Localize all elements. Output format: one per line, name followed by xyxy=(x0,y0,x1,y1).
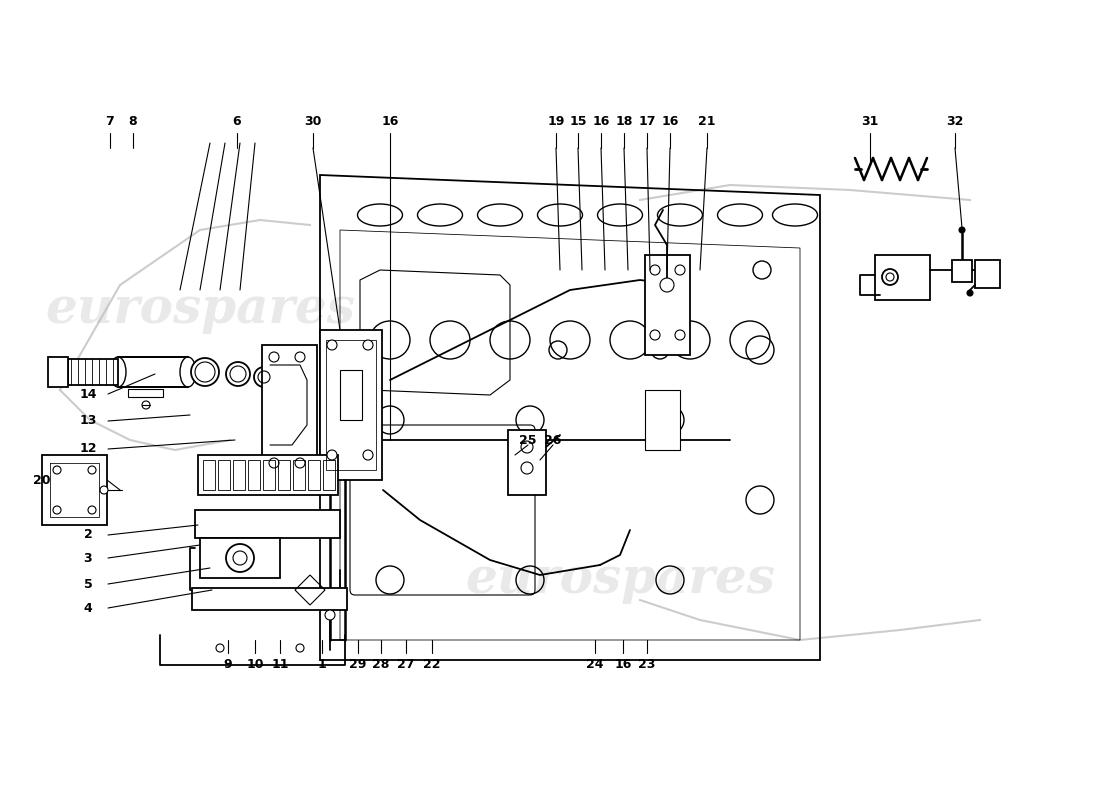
Bar xyxy=(320,330,382,480)
Bar xyxy=(645,390,680,450)
Circle shape xyxy=(675,265,685,275)
Text: 8: 8 xyxy=(129,115,138,128)
Bar xyxy=(233,460,245,490)
Text: 15: 15 xyxy=(570,115,586,128)
Ellipse shape xyxy=(254,367,274,387)
Bar xyxy=(263,460,275,490)
Text: 21: 21 xyxy=(698,115,716,128)
Text: 11: 11 xyxy=(272,658,288,671)
Circle shape xyxy=(270,352,279,362)
Bar xyxy=(42,455,107,525)
Bar xyxy=(278,460,290,490)
Circle shape xyxy=(327,450,337,460)
Text: 17: 17 xyxy=(638,115,656,128)
Text: 13: 13 xyxy=(79,414,97,427)
Circle shape xyxy=(363,450,373,460)
Bar xyxy=(975,260,1000,288)
Circle shape xyxy=(521,441,534,453)
Text: 23: 23 xyxy=(638,658,656,671)
Bar xyxy=(204,460,214,490)
Bar xyxy=(326,340,376,470)
Bar xyxy=(262,345,317,480)
Text: 20: 20 xyxy=(33,474,51,486)
Bar xyxy=(308,460,320,490)
Circle shape xyxy=(216,644,224,652)
Bar xyxy=(508,430,546,495)
Bar xyxy=(48,357,68,387)
Ellipse shape xyxy=(226,362,250,386)
Bar xyxy=(218,460,230,490)
Circle shape xyxy=(100,486,108,494)
Text: 16: 16 xyxy=(661,115,679,128)
Circle shape xyxy=(363,340,373,350)
Text: 27: 27 xyxy=(397,658,415,671)
Text: 12: 12 xyxy=(79,442,97,455)
Text: 29: 29 xyxy=(350,658,366,671)
Bar xyxy=(198,455,338,495)
Text: 9: 9 xyxy=(223,658,232,671)
Circle shape xyxy=(270,458,279,468)
Circle shape xyxy=(295,352,305,362)
Circle shape xyxy=(295,458,305,468)
Circle shape xyxy=(521,462,534,474)
Circle shape xyxy=(226,544,254,572)
Text: 5: 5 xyxy=(84,578,92,590)
Text: eurospares: eurospares xyxy=(465,555,774,605)
Bar xyxy=(323,460,336,490)
Text: eurospares: eurospares xyxy=(45,286,355,334)
Text: 22: 22 xyxy=(424,658,441,671)
Bar xyxy=(200,538,280,578)
Text: 7: 7 xyxy=(106,115,114,128)
Text: 24: 24 xyxy=(586,658,604,671)
Circle shape xyxy=(959,227,965,233)
Circle shape xyxy=(882,269,898,285)
Text: 31: 31 xyxy=(861,115,879,128)
Circle shape xyxy=(650,330,660,340)
Bar xyxy=(293,460,305,490)
Text: 16: 16 xyxy=(614,658,631,671)
Bar xyxy=(874,255,929,300)
Ellipse shape xyxy=(191,358,219,386)
Circle shape xyxy=(142,401,150,409)
Text: 6: 6 xyxy=(233,115,241,128)
Circle shape xyxy=(327,340,337,350)
Circle shape xyxy=(650,265,660,275)
Circle shape xyxy=(88,506,96,514)
Circle shape xyxy=(324,610,336,620)
Circle shape xyxy=(53,506,60,514)
Bar xyxy=(128,389,163,397)
Text: 26: 26 xyxy=(544,434,562,446)
Ellipse shape xyxy=(180,357,196,387)
Bar xyxy=(118,357,188,387)
Bar xyxy=(952,260,972,282)
Text: 4: 4 xyxy=(84,602,92,614)
Text: 16: 16 xyxy=(592,115,609,128)
Text: 14: 14 xyxy=(79,387,97,401)
Bar xyxy=(68,359,118,385)
Text: 10: 10 xyxy=(246,658,264,671)
Text: 3: 3 xyxy=(84,551,92,565)
Circle shape xyxy=(296,644,304,652)
Bar xyxy=(340,370,362,420)
Circle shape xyxy=(88,466,96,474)
Text: 2: 2 xyxy=(84,529,92,542)
Bar xyxy=(645,255,690,355)
Text: 19: 19 xyxy=(548,115,564,128)
Text: 16: 16 xyxy=(382,115,398,128)
Text: 25: 25 xyxy=(519,434,537,446)
Circle shape xyxy=(675,330,685,340)
Text: 28: 28 xyxy=(372,658,389,671)
Circle shape xyxy=(967,290,974,296)
Text: 30: 30 xyxy=(305,115,321,128)
Ellipse shape xyxy=(110,357,126,387)
Circle shape xyxy=(660,278,674,292)
Circle shape xyxy=(53,466,60,474)
Text: 1: 1 xyxy=(318,658,327,671)
Bar xyxy=(192,588,346,610)
Text: 32: 32 xyxy=(946,115,964,128)
Text: 18: 18 xyxy=(615,115,632,128)
Bar xyxy=(195,510,340,538)
Bar xyxy=(248,460,260,490)
